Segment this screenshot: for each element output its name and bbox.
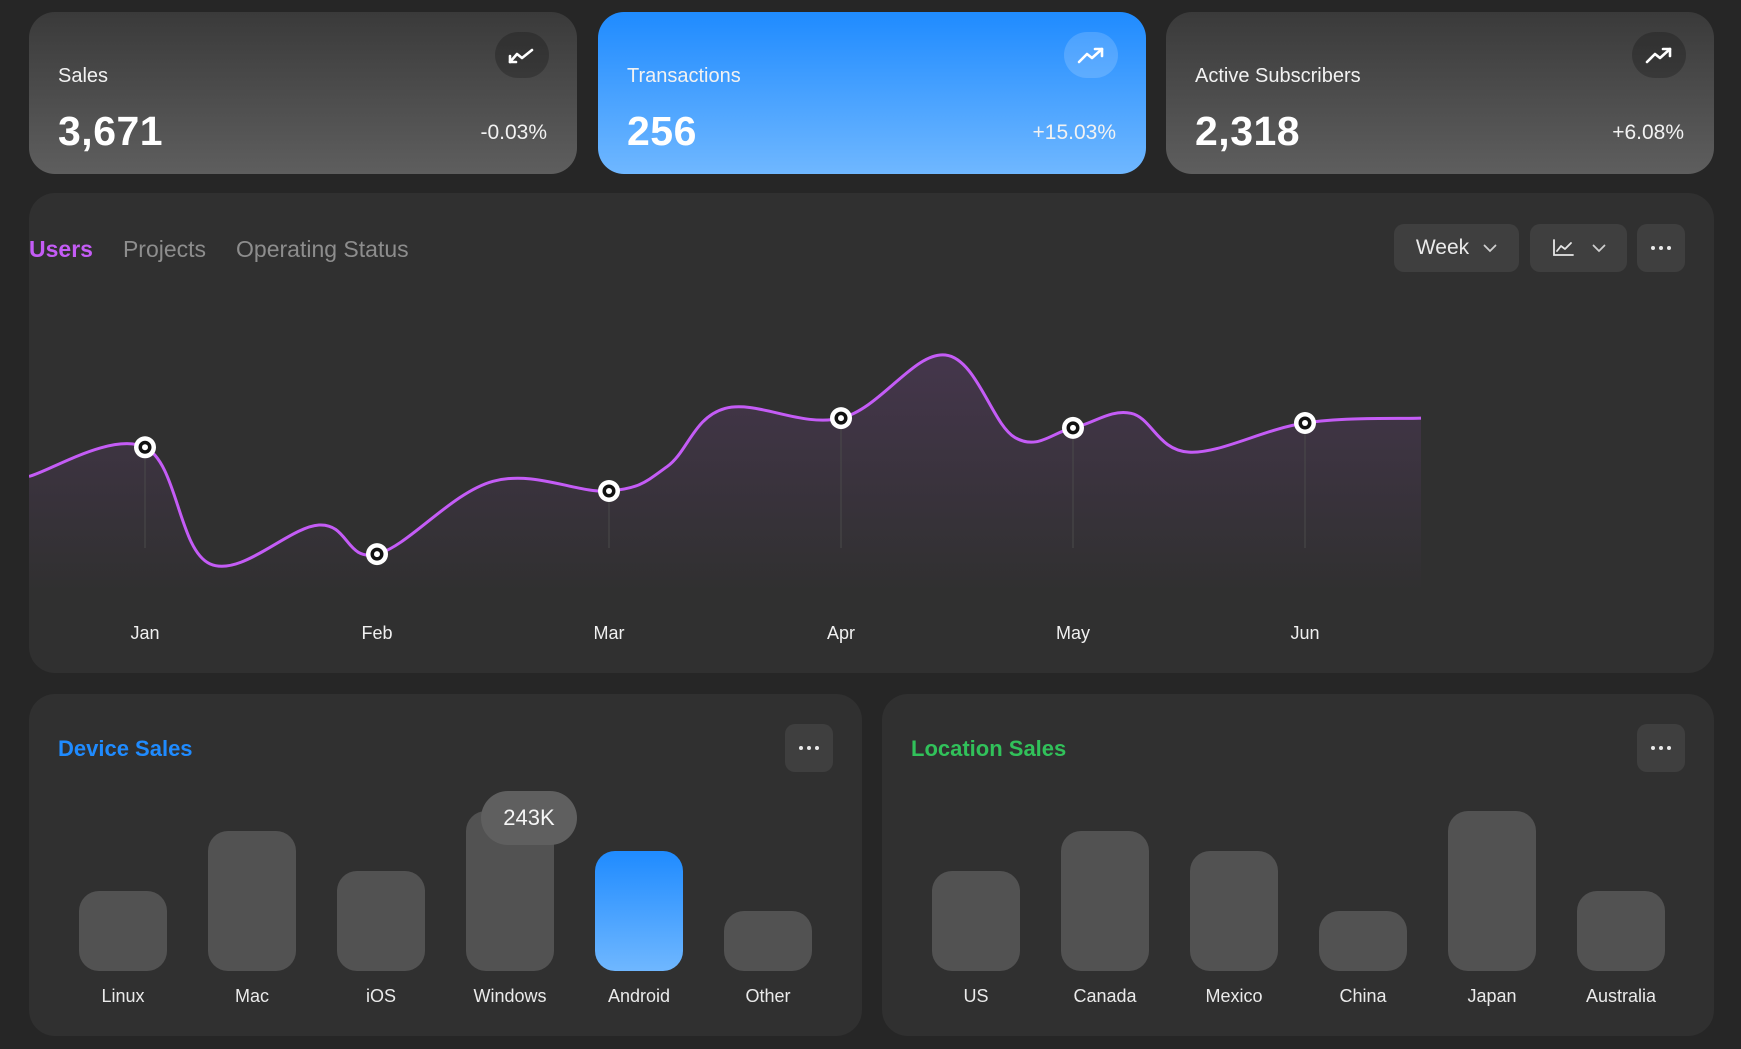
trend-down-icon[interactable] (495, 32, 549, 78)
stat-value: 2,318 (1195, 108, 1301, 154)
stat-label: Transactions (627, 65, 741, 87)
device-sales-title: Device Sales (58, 736, 193, 761)
users-line (29, 353, 1422, 568)
x-axis-label-mar: Mar (594, 623, 625, 643)
stat-delta: +15.03% (1032, 121, 1117, 144)
more-icon (1651, 246, 1671, 250)
bar-label-australia: Australia (1585, 986, 1657, 1006)
bar-ios[interactable] (337, 871, 425, 971)
bar-japan[interactable] (1448, 811, 1536, 971)
more-icon (799, 746, 819, 750)
transactions-card[interactable]: Transactions 256 +15.03% (598, 12, 1146, 174)
data-point-marker-center (374, 551, 380, 558)
x-axis-label-feb: Feb (361, 623, 392, 643)
period-label: Week (1415, 236, 1470, 259)
bar-label-ios: iOS (365, 986, 396, 1006)
bar-label-other: Other (745, 986, 791, 1006)
data-point-marker-center (606, 488, 612, 494)
stat-label: Active Subscribers (1195, 65, 1361, 87)
bar-australia[interactable] (1577, 891, 1665, 971)
bar-label-android: Android (607, 986, 671, 1006)
tab-projects[interactable]: Projects (122, 236, 207, 262)
bar-label-windows: Windows (473, 986, 547, 1006)
x-axis-label-jan: Jan (130, 623, 159, 643)
chart-more-button[interactable] (1637, 224, 1685, 272)
data-point-marker-center (142, 444, 148, 451)
bar-linux[interactable] (79, 891, 167, 971)
bar-label-china: China (1339, 986, 1387, 1006)
data-point-marker-center (1302, 420, 1308, 426)
period-dropdown[interactable]: Week (1394, 224, 1519, 272)
bar-label-us: US (963, 986, 989, 1006)
trend-up-icon[interactable] (1064, 32, 1118, 78)
trend-up-icon[interactable] (1632, 32, 1686, 78)
location-sales-card: Location Sales US Canada Mexico China Japan A… (882, 694, 1714, 1036)
bar-china[interactable] (1319, 911, 1407, 971)
bar-label-canada: Canada (1073, 986, 1137, 1006)
stat-delta: -0.03% (480, 121, 547, 144)
location-sales-title: Location Sales (911, 736, 1067, 761)
data-point-marker-center (838, 415, 844, 422)
stat-label: Sales (58, 65, 109, 87)
device-more-button[interactable] (785, 724, 833, 772)
stat-value: 256 (627, 108, 697, 154)
x-axis-label-jun: Jun (1290, 623, 1319, 643)
data-point-marker-center (1070, 424, 1076, 431)
bar-mexico[interactable] (1190, 851, 1278, 971)
active-subscribers-card[interactable]: Active Subscribers 2,318 +6.08% (1166, 12, 1714, 174)
line-chart-icon (1552, 239, 1574, 256)
bar-android[interactable] (595, 851, 683, 971)
plot-area (29, 353, 1422, 593)
bar-value-tooltip: 243K (481, 791, 577, 845)
tab-operating-status[interactable]: Operating Status (236, 236, 409, 262)
tab-users[interactable]: Users (29, 236, 93, 262)
x-axis-label-may: May (1056, 623, 1090, 643)
stat-value: 3,671 (58, 108, 164, 154)
chevron-down-icon (1483, 244, 1497, 252)
chart-tabs: Users Projects Operating Status (29, 236, 409, 263)
users-area (29, 354, 1421, 593)
bar-label-mexico: Mexico (1205, 986, 1263, 1006)
bar-canada[interactable] (1061, 831, 1149, 971)
chart-type-dropdown[interactable] (1530, 224, 1627, 272)
bar-label-mac: Mac (234, 986, 269, 1006)
more-icon (1651, 746, 1671, 750)
sales-card[interactable]: Sales 3,671 -0.03% (29, 12, 577, 174)
x-axis-label-apr: Apr (827, 623, 855, 643)
users-line-chart: Jan Feb Mar Apr May Jun (29, 353, 1422, 643)
bar-other[interactable] (724, 911, 812, 971)
bar-mac[interactable] (208, 831, 296, 971)
location-more-button[interactable] (1637, 724, 1685, 772)
bar-us[interactable] (932, 871, 1020, 971)
bar-label-japan: Japan (1467, 986, 1517, 1006)
stat-delta: +6.08% (1612, 121, 1684, 144)
device-sales-card: Device Sales Linux Mac iOS Windows 243K Andro… (29, 694, 862, 1036)
bar-label-linux: Linux (101, 986, 145, 1006)
chevron-down-icon (1592, 244, 1605, 252)
